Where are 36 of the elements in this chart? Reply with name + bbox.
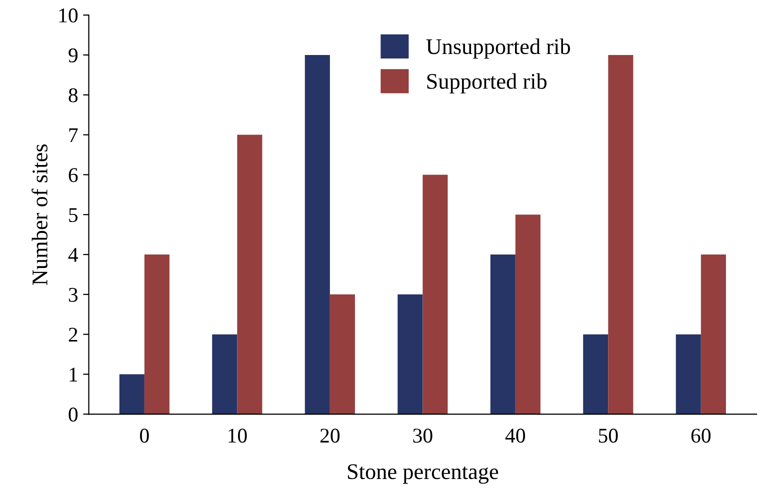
x-tick-label: 10 [228,428,247,443]
bar [608,54,634,414]
y-tick-label: 8 [68,88,78,102]
legend-label: Supported rib [427,73,547,94]
y-axis-title: Number of sites [32,144,48,285]
y-tick-label: 10 [59,8,78,22]
bar [422,174,448,414]
y-tick-label: 7 [69,128,78,142]
y-tick-label: 2 [68,328,78,342]
bar [330,294,355,414]
x-axis-title: Stone percentage [348,464,498,484]
bar [304,54,330,414]
x-tick-label: 20 [320,428,340,443]
bar [119,374,144,414]
bar [515,214,540,414]
bar [700,254,726,414]
y-tick-label: 3 [68,288,78,302]
bar [144,254,170,414]
y-tick-label: 6 [68,168,78,182]
y-tick-label: 5 [69,208,78,222]
bar [212,334,238,414]
bar [398,294,423,414]
y-tick-label: 9 [68,48,78,62]
bar [237,134,262,414]
legend-label: Unsupported rib [426,38,570,59]
x-tick-label: 30 [413,428,432,443]
bar [676,334,701,414]
x-tick-label: 40 [505,428,526,443]
x-tick-label: 50 [598,428,618,443]
x-tick-label: 0 [140,428,149,443]
y-tick-label: 0 [68,408,78,422]
bar [583,334,608,414]
bar [490,254,516,414]
y-tick-label: 4 [68,248,78,262]
y-tick-label: 1 [70,368,78,382]
x-tick-label: 60 [691,428,711,443]
